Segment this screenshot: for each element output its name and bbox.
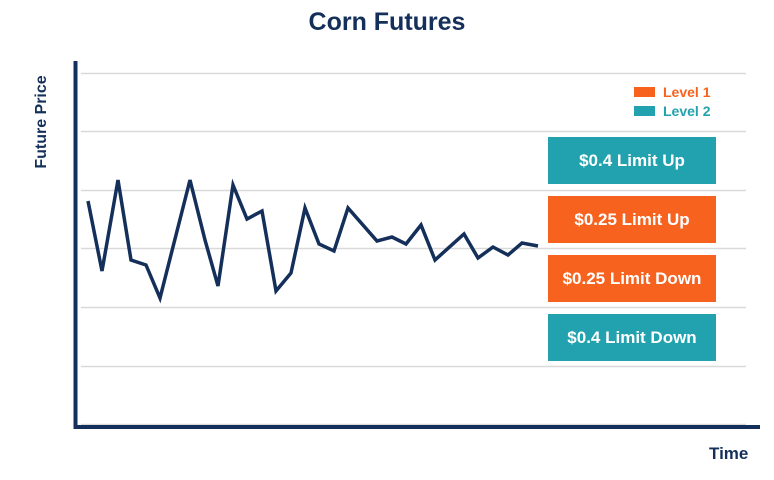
limit-label: $0.4 Limit Up (579, 150, 685, 170)
limit-up-level-2-box: $0.4 Limit Up (548, 137, 716, 184)
limit-down-level-1-box: $0.25 Limit Down (548, 255, 716, 302)
price-line (86, 178, 539, 304)
limit-label: $0.4 Limit Down (567, 327, 697, 347)
gridlines (81, 72, 746, 426)
legend-label: Level 2 (663, 102, 711, 119)
limit-up-level-1-box: $0.25 Limit Up (548, 196, 716, 243)
limit-label: $0.25 Limit Down (562, 268, 702, 288)
legend-item-level-2: Level 2 (634, 101, 710, 120)
legend: Level 1 Level 2 (634, 82, 710, 120)
legend-label: Level 1 (663, 83, 711, 100)
x-axis-label: Time (709, 444, 749, 463)
limit-down-level-2-box: $0.4 Limit Down (548, 314, 716, 361)
limit-label: $0.25 Limit Up (574, 209, 690, 229)
legend-item-level-1: Level 1 (634, 82, 710, 101)
legend-swatch-teal (634, 105, 655, 116)
chart-title: Corn Futures (308, 8, 466, 36)
legend-swatch-orange (634, 86, 655, 97)
